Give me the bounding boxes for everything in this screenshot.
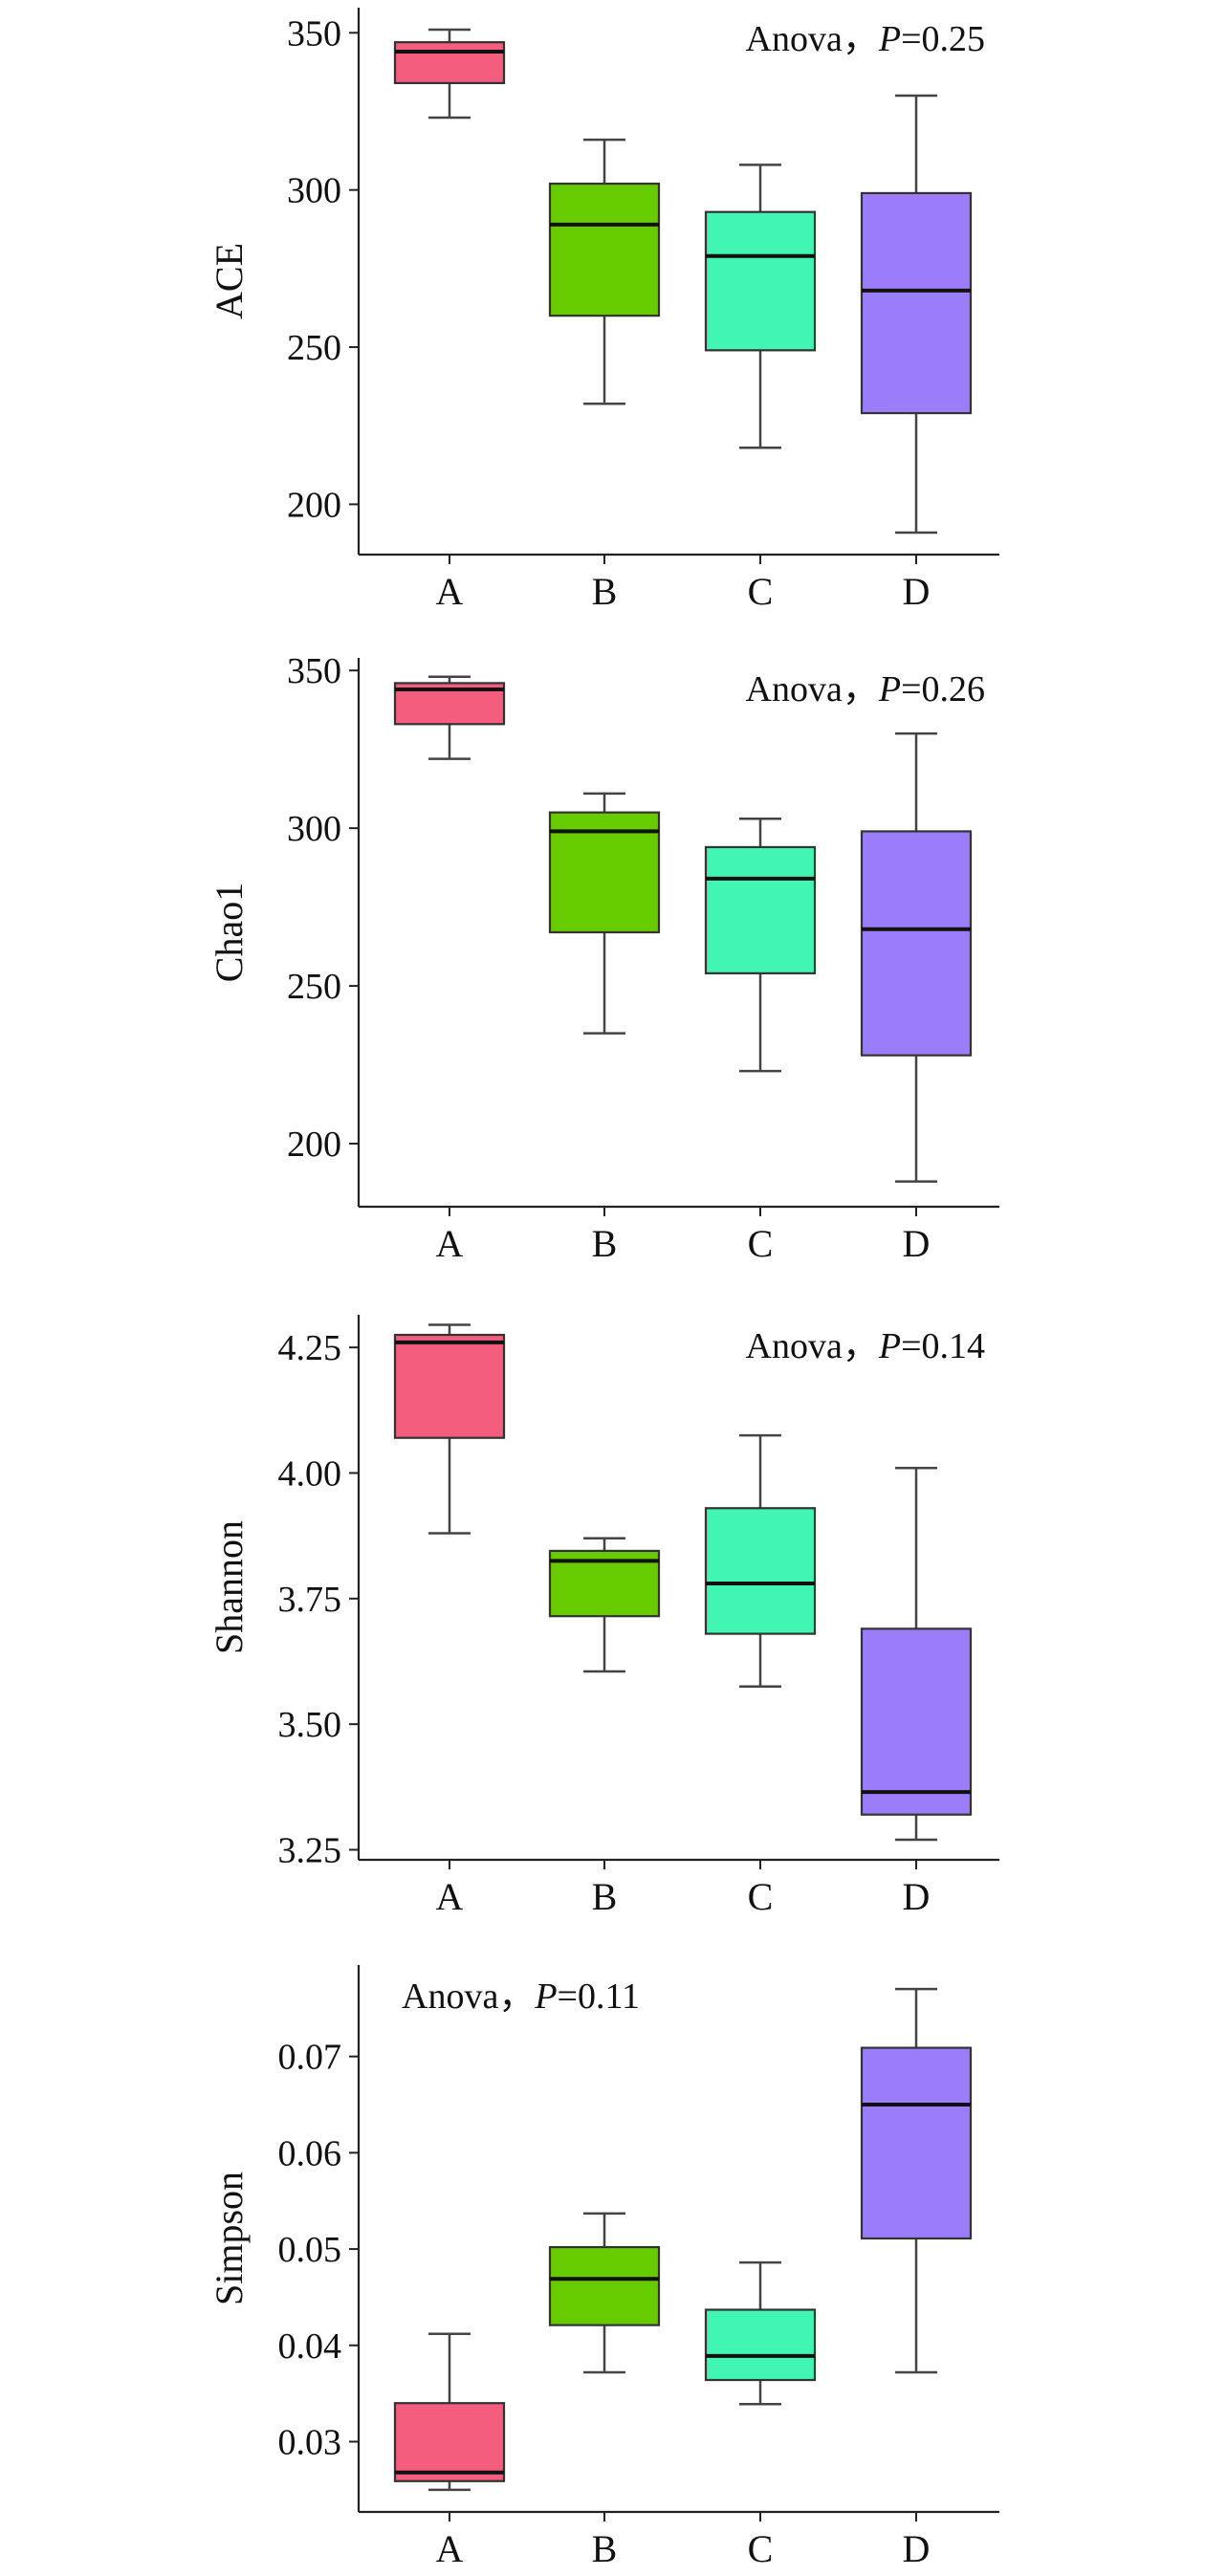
x-tick-label: C [748,1222,774,1265]
box-body [393,41,506,84]
box-body [860,191,973,415]
anova-annotation: Anova，P=0.26 [746,669,985,709]
y-tick-label: 0.06 [278,2133,342,2173]
box-body [704,210,817,352]
x-tick-label: B [592,1875,618,1918]
y-tick-label: 0.07 [278,2038,342,2078]
y-axis-label: Chao1 [208,883,251,982]
anova-annotation: Anova，P=0.11 [402,1976,640,2017]
y-tick-label: 3.50 [278,1705,342,1745]
box-body [860,830,973,1057]
box-body [704,845,817,974]
y-tick-label: 350 [287,13,341,54]
x-tick-label: A [436,570,464,613]
anova-annotation: Anova，P=0.14 [746,1326,985,1366]
box-C [704,2260,817,2406]
box-body [860,1627,973,1816]
box-body [548,2245,661,2326]
y-tick-label: 3.75 [278,1580,342,1620]
box-A [393,28,506,120]
panel-shannon: 3.25 3.50 3.75 4.00 4.25 Shannon A B C D Anova，P=0… [208,1315,999,1918]
x-tick-label: A [436,1875,464,1918]
y-tick-label: 4.00 [278,1453,342,1494]
x-tick-label: C [748,2527,774,2570]
anova-prefix: Anova， [746,669,879,709]
panel-ace: 200 250 300 350 ACE A B C D Anova，P=0.25 [208,8,999,613]
y-tick-label: 4.25 [278,1328,342,1368]
y-tick-label: 250 [287,328,341,368]
y-axis-label: Simpson [208,2172,251,2305]
x-tick-label: A [436,2527,464,2570]
box-D [860,1466,973,1842]
y-tick-label: 3.25 [278,1830,342,1870]
p-value: =0.26 [901,669,985,709]
x-tick-label: B [592,570,618,613]
y-tick-label: 0.04 [278,2326,342,2367]
p-value: =0.11 [558,1976,641,2017]
box-A [393,675,506,760]
box-body [704,1507,817,1635]
p-symbol: P [534,1976,557,2017]
y-tick-label: 200 [287,485,341,525]
box-D [860,731,973,1183]
x-tick-label: D [903,2527,931,2570]
y-axis-label: Shannon [208,1520,251,1654]
anova-prefix: Anova， [402,1976,535,2017]
y-tick-label: 300 [287,809,341,849]
p-symbol: P [878,19,901,59]
y-tick-label: 200 [287,1124,341,1165]
box-C [704,1433,817,1689]
anova-prefix: Anova， [746,1326,879,1366]
x-tick-label: D [903,570,931,613]
anova-prefix: Anova， [746,19,879,59]
y-tick-label: 300 [287,171,341,211]
box-body [393,2402,506,2482]
x-tick-label: B [592,2527,618,2570]
box-body [860,2046,973,2240]
box-D [860,94,973,535]
box-B [548,138,661,405]
box-C [704,817,817,1073]
box-body [704,2308,817,2382]
box-B [548,1537,661,1673]
x-tick-label: D [903,1875,931,1918]
box-D [860,1987,973,2374]
x-tick-label: C [748,570,774,613]
p-value: =0.25 [901,19,985,59]
x-tick-label: D [903,1222,931,1265]
p-value: =0.14 [901,1326,985,1366]
x-tick-label: A [436,1222,464,1265]
y-tick-label: 0.05 [278,2230,342,2270]
p-symbol: P [878,1326,901,1366]
y-tick-label: 250 [287,967,341,1007]
box-B [548,792,661,1035]
box-body [393,1333,506,1439]
box-A [393,1323,506,1535]
anova-annotation: Anova，P=0.25 [746,19,985,59]
x-tick-label: C [748,1875,774,1918]
y-tick-label: 0.03 [278,2422,342,2462]
panel-chao1: 200 250 300 350 Chao1 A B C D Anova，P=0.26 [208,651,999,1265]
box-A [393,2332,506,2492]
p-symbol: P [878,669,901,709]
y-tick-label: 350 [287,651,341,691]
x-tick-label: B [592,1222,618,1265]
y-axis-label: ACE [208,243,251,319]
box-body [548,182,661,317]
panel-simpson: 0.03 0.04 0.05 0.06 0.07 Simpson A B C D Anova，P=0… [208,1965,999,2570]
box-B [548,2212,661,2374]
box-C [704,164,817,449]
